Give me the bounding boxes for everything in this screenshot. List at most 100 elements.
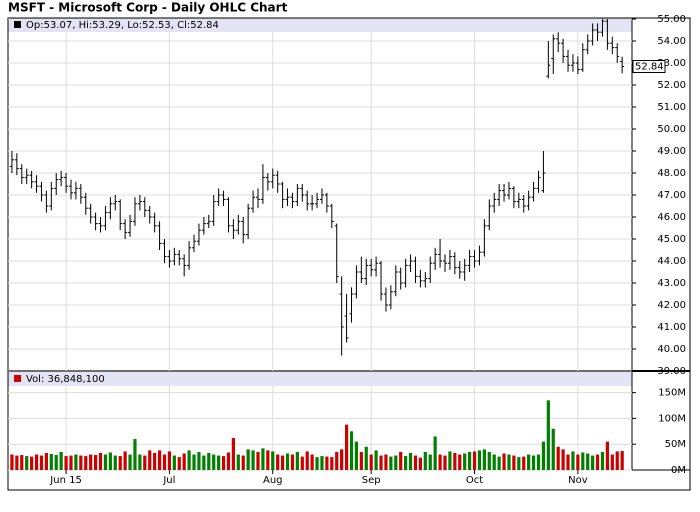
volume-bar (79, 455, 83, 470)
volume-bar (453, 452, 457, 470)
volume-bar (64, 456, 68, 470)
x-tick-label: Sep (362, 475, 381, 486)
volume-bar (605, 441, 609, 470)
volume-bar (325, 456, 329, 470)
volume-bar (610, 454, 614, 470)
y-tick-label: 39.00 (657, 366, 686, 377)
volume-bar (389, 456, 393, 470)
volume-bar (226, 452, 231, 470)
volume-bar (118, 456, 122, 470)
y-tick-label: 0M (671, 465, 686, 476)
volume-bar (98, 452, 103, 470)
volume-bar (369, 454, 373, 470)
volume-bar (177, 457, 181, 470)
x-tick-label: Jul (162, 475, 175, 486)
x-tick-label: Nov (568, 475, 588, 486)
y-tick-label: 52.00 (657, 80, 686, 91)
volume-bar (280, 455, 285, 470)
volume-bar (212, 454, 216, 470)
volume-bar (364, 446, 368, 470)
volume-bar (541, 441, 546, 470)
volume-bar (408, 452, 413, 470)
volume-bar (34, 454, 39, 470)
volume-bar (399, 451, 403, 470)
y-tick-label: 55.00 (657, 14, 686, 25)
volume-bar (20, 455, 24, 470)
volume-bar (295, 451, 299, 470)
x-tick-label: Jun 15 (49, 475, 82, 486)
volume-bar (276, 454, 280, 470)
volume-bar (527, 454, 531, 470)
volume-bar (84, 456, 88, 470)
volume-bar (600, 451, 605, 470)
y-tick-label: 43.00 (657, 278, 686, 289)
volume-bar (512, 455, 516, 470)
volume-bar (335, 451, 339, 470)
volume-bar (305, 451, 309, 470)
last-price-label: 52.84 (635, 62, 664, 73)
volume-bar (246, 449, 250, 470)
volume-legend-swatch (14, 375, 21, 382)
y-tick-label: 44.00 (657, 256, 686, 267)
volume-bar (217, 455, 221, 470)
y-tick-label: 47.00 (657, 190, 686, 201)
volume-bar (25, 456, 29, 470)
volume-bar (566, 454, 570, 470)
volume-bar (576, 454, 580, 470)
volume-bar (133, 439, 137, 470)
volume-bar (472, 451, 477, 470)
volume-bar (113, 455, 117, 470)
volume-bar (320, 456, 324, 470)
volume-bar (167, 451, 172, 470)
volume-bar (443, 455, 447, 470)
volume-bar (531, 455, 536, 470)
ohlc-label: Op:53.07, Hi:53.29, Lo:52.53, Cl:52.84 (26, 20, 219, 31)
x-tick-label: Aug (263, 475, 283, 486)
price-legend-swatch (14, 21, 21, 28)
volume-bar (241, 455, 245, 470)
y-tick-label: 54.00 (657, 36, 686, 47)
volume-bar (69, 455, 73, 470)
price-header (8, 18, 632, 32)
volume-bar (595, 454, 600, 470)
volume-bar (359, 451, 363, 470)
y-tick-label: 49.00 (657, 146, 686, 157)
volume-bar (49, 454, 53, 470)
volume-bar (591, 455, 595, 470)
volume-bar (128, 454, 132, 470)
volume-bar (300, 456, 304, 470)
volume-bar (285, 453, 290, 470)
volume-bar (261, 448, 265, 470)
y-tick-label: 53.00 (657, 58, 686, 69)
volume-bar (458, 454, 462, 470)
volume-bar (522, 456, 526, 470)
volume-bar (54, 455, 58, 470)
volume-bar (123, 451, 127, 470)
volume-bar (187, 450, 191, 470)
volume-bar (384, 454, 388, 470)
volume-bar (236, 454, 240, 470)
volume-bar (138, 454, 142, 470)
volume-bar (433, 436, 437, 470)
y-tick-label: 48.00 (657, 168, 686, 179)
volume-bar (423, 451, 427, 470)
y-tick-label: 40.00 (657, 344, 686, 355)
volume-bar (221, 456, 226, 470)
x-tick-label: Oct (466, 475, 483, 486)
volume-bar (502, 453, 506, 470)
volume-bar (497, 456, 501, 470)
y-tick-label: 41.00 (657, 322, 686, 333)
volume-bar (231, 438, 235, 470)
volume-bar (315, 457, 319, 470)
volume-bar (59, 451, 63, 470)
y-tick-label: 150M (658, 388, 686, 399)
volume-bar (251, 450, 255, 470)
volume-bar (330, 457, 334, 470)
volume-bar (153, 452, 157, 470)
volume-bar (482, 449, 486, 470)
volume-bar (197, 451, 201, 470)
volume-bar (394, 455, 398, 470)
volume-bar (615, 451, 619, 470)
volume-bar (620, 450, 624, 470)
